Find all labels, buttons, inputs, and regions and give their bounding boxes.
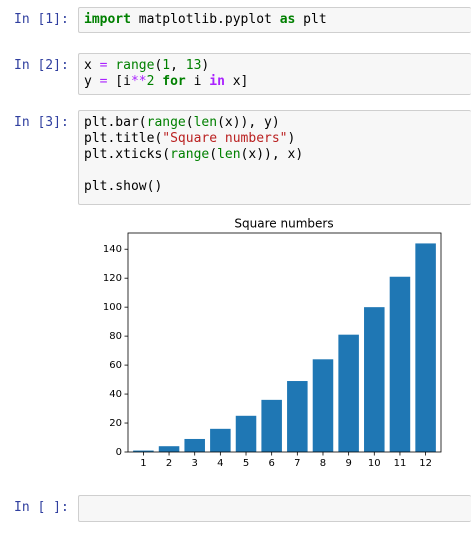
code-token: i: [185, 74, 210, 89]
code-input[interactable]: [78, 7, 471, 33]
x-tick-label: 1: [140, 458, 146, 469]
code-line: [84, 163, 303, 179]
code-text: import matplotlib.pyplot as plt: [84, 12, 327, 28]
x-tick-label: 6: [268, 458, 274, 469]
code-token: in: [209, 74, 225, 89]
x-tick-label: 4: [217, 458, 223, 469]
x-tick-label: 8: [320, 458, 326, 469]
code-token: range: [115, 58, 155, 73]
code-token: plt.xticks(: [84, 147, 171, 162]
code-token: ): [201, 58, 210, 73]
bar: [312, 359, 334, 452]
code-token: x: [84, 58, 100, 73]
y-tick-label: 100: [103, 302, 122, 313]
bar: [287, 381, 308, 452]
code-token: ): [287, 131, 296, 146]
chart-title: Square numbers: [234, 217, 333, 231]
y-tick-label: 60: [109, 360, 122, 371]
bar: [158, 446, 180, 452]
code-line: plt.xticks(range(len(x)), x): [84, 147, 303, 163]
x-tick-label: 2: [166, 458, 172, 469]
code-token: x]: [224, 74, 249, 89]
code-text: x = range(1, 13) y = [i**2 for i in x]: [84, 58, 248, 90]
code-token: **: [130, 74, 147, 89]
y-tick-label: 140: [103, 244, 122, 255]
code-line: y = [i**2 for i in x]: [84, 74, 248, 90]
code-token: len: [217, 147, 241, 162]
x-tick-label: 11: [394, 458, 407, 469]
code-token: (: [154, 58, 163, 73]
code-token: 2: [146, 74, 155, 89]
code-token: (: [209, 147, 218, 162]
axes-frame: [127, 232, 442, 453]
x-tick-label: 12: [419, 458, 432, 469]
cell-prompt: In [ ]:: [14, 500, 69, 515]
bar: [261, 399, 282, 452]
code-token: plt.show(): [84, 179, 163, 194]
code-token: (x)), x): [240, 147, 304, 162]
code-line: plt.show(): [84, 179, 303, 195]
code-token: 1: [162, 58, 171, 73]
code-token: range: [170, 147, 210, 162]
bar: [184, 438, 205, 452]
x-tick-label: 3: [192, 458, 198, 469]
y-tick-label: 40: [109, 389, 122, 400]
code-token: y: [84, 74, 100, 89]
code-token: ,: [170, 58, 186, 73]
x-tick-label: 10: [368, 458, 381, 469]
code-token: len: [193, 115, 218, 130]
code-token: matplotlib.pyplot: [130, 12, 280, 27]
code-input[interactable]: [78, 495, 471, 522]
code-line: import matplotlib.pyplot as plt: [84, 12, 327, 28]
bar: [210, 428, 231, 452]
x-tick-label: 7: [294, 458, 300, 469]
bar: [235, 415, 257, 452]
code-text: plt.bar(range(len(x)), y) plt.title("Squa…: [84, 115, 303, 195]
code-token: as: [279, 12, 296, 27]
x-tick-label: 5: [243, 458, 249, 469]
cell-prompt: In [2]:: [14, 58, 69, 73]
code-token: plt: [295, 12, 327, 27]
code-input[interactable]: [78, 53, 471, 95]
code-token: range: [146, 115, 186, 130]
code-line: plt.title("Square numbers"): [84, 131, 303, 147]
bar: [389, 276, 411, 452]
code-token: for: [162, 74, 186, 89]
bar: [338, 334, 359, 452]
y-tick-label: 20: [109, 418, 122, 429]
code-token: "Square numbers": [162, 131, 288, 146]
code-token: (x)), y): [217, 115, 280, 130]
x-tick-label: 9: [345, 458, 351, 469]
code-token: (: [185, 115, 194, 130]
code-token: 13: [185, 58, 202, 73]
code-input[interactable]: [78, 110, 471, 205]
code-token: [i: [107, 74, 131, 89]
code-token: =: [99, 74, 108, 89]
bar: [364, 307, 385, 452]
code-token: plt.title(: [84, 131, 163, 146]
y-tick-label: 120: [103, 273, 122, 284]
code-token: plt.bar(: [84, 115, 147, 130]
bar: [133, 450, 154, 452]
y-tick-label: 0: [116, 447, 122, 458]
code-line: x = range(1, 13): [84, 58, 248, 74]
code-line: plt.bar(range(len(x)), y): [84, 115, 303, 131]
code-token: import: [84, 12, 131, 27]
cell-prompt: In [1]:: [14, 12, 69, 27]
bar: [415, 243, 436, 452]
y-tick-label: 80: [109, 331, 122, 342]
cell-prompt: In [3]:: [14, 115, 69, 130]
code-token: =: [99, 58, 108, 73]
